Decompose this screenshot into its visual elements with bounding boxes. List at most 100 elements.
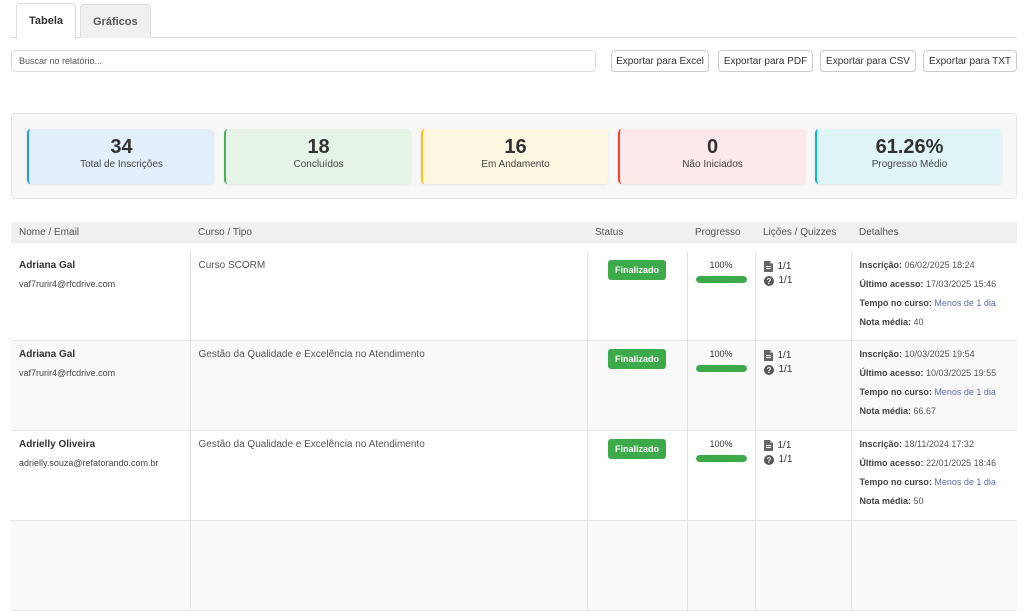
table-row: Adrielly Oliveira adrielly.souza@refatora… xyxy=(11,430,1017,521)
table-row xyxy=(11,520,1017,611)
label-last-access: Último acesso: xyxy=(859,457,924,468)
last-access: 22/01/2025 18:46 xyxy=(926,457,997,468)
stat-card-em-andamento: 16 Em Andamento xyxy=(421,129,608,184)
course-name: Gestão da Qualidade e Excelência no Aten… xyxy=(198,438,425,450)
column-header: Detalhes xyxy=(851,222,1017,252)
label-enroll: Inscrição: xyxy=(859,438,903,449)
stat-label: Progresso Médio xyxy=(871,159,948,170)
quizzes-count: 1/1 xyxy=(778,453,793,465)
question-circle-icon: ? xyxy=(763,364,774,375)
label-time: Tempo no curso: xyxy=(859,386,932,397)
stats-panel: 34 Total de Inscrições 18 Concluídos 16 Em An… xyxy=(11,113,1017,199)
label-last-access: Último acesso: xyxy=(859,278,924,289)
status-badge: Finalizado xyxy=(607,348,666,369)
quizzes-count: 1/1 xyxy=(778,274,793,286)
progress-bar-fill xyxy=(695,275,747,283)
cell-progress: 100% xyxy=(687,340,756,431)
export-csv-button[interactable]: Exportar para CSV xyxy=(820,50,916,72)
report-table: Nome / Email Curso / Tipo Status Progresso L… xyxy=(11,222,1017,611)
column-header: Curso / Tipo xyxy=(190,222,587,252)
cell-progress: 100% xyxy=(687,247,756,341)
tab-bar: Tabela Gráficos xyxy=(11,3,1017,39)
cell-status: Finalizado xyxy=(587,247,688,341)
question-circle-icon: ? xyxy=(763,275,774,286)
svg-text:?: ? xyxy=(766,366,771,375)
label-enroll: Inscrição: xyxy=(859,259,903,270)
label-grade: Nota média: xyxy=(859,316,912,327)
progress-bar xyxy=(695,275,747,283)
cell-status: Finalizado xyxy=(587,430,688,521)
export-excel-button[interactable]: Exportar para Excel xyxy=(611,50,709,72)
cell-name: Adriana Gal vaf7rurir4@rfcdrive.com xyxy=(11,340,191,431)
cell-lessons-quizzes: 1/1? 1/1 xyxy=(755,340,852,431)
student-email: adrielly.souza@refatorando.com.br xyxy=(19,457,159,468)
label-last-access: Último acesso: xyxy=(859,367,924,378)
lessons-count: 1/1 xyxy=(777,439,792,451)
cell-lessons-quizzes: 1/1? 1/1 xyxy=(755,430,852,521)
stat-value: 18 xyxy=(307,136,330,158)
progress-text: 100% xyxy=(709,348,733,359)
lessons-count: 1/1 xyxy=(777,260,792,272)
status-badge: Finalizado xyxy=(607,438,666,459)
time-in-course: Menos de 1 dia xyxy=(934,476,996,487)
progress-bar-fill xyxy=(695,364,747,372)
cell-status: Finalizado xyxy=(587,340,688,431)
time-in-course: Menos de 1 dia xyxy=(934,297,996,308)
average-grade: 40 xyxy=(913,316,924,327)
course-name: Gestão da Qualidade e Excelência no Aten… xyxy=(198,348,425,360)
quizzes-count: 1/1 xyxy=(778,363,793,375)
label-enroll: Inscrição: xyxy=(859,348,903,359)
average-grade: 66.67 xyxy=(913,405,937,416)
student-email: vaf7rurir4@rfcdrive.com xyxy=(19,278,116,289)
progress-text: 100% xyxy=(709,438,733,449)
search-input[interactable] xyxy=(11,50,596,72)
course-name: Curso SCORM xyxy=(198,259,266,271)
label-time: Tempo no curso: xyxy=(859,297,932,308)
cell-progress: 100% xyxy=(687,430,756,521)
table-row: Adriana Gal vaf7rurir4@rfcdrive.com Gestã… xyxy=(11,340,1017,431)
svg-text:?: ? xyxy=(766,277,771,286)
column-header: Lições / Quizzes xyxy=(755,222,851,252)
table-row: Adriana Gal vaf7rurir4@rfcdrive.com Curso… xyxy=(11,247,1017,341)
stat-label: Concluídos xyxy=(293,159,344,170)
column-header: Status xyxy=(587,222,687,252)
progress-text: 100% xyxy=(709,259,733,270)
cell-lessons-quizzes: 1/1? 1/1 xyxy=(755,247,852,341)
export-txt-button[interactable]: Exportar para TXT xyxy=(923,50,1017,72)
last-access: 17/03/2025 15:46 xyxy=(926,278,997,289)
stat-card-total-inscricoes: 34 Total de Inscrições xyxy=(27,129,214,184)
lessons-count: 1/1 xyxy=(777,349,792,361)
status-badge: Finalizado xyxy=(607,259,666,280)
average-grade: 50 xyxy=(913,495,924,506)
label-grade: Nota média: xyxy=(859,405,912,416)
tab-graficos[interactable]: Gráficos xyxy=(80,4,151,38)
stat-label: Não Iniciados xyxy=(682,159,743,170)
stat-card-progresso-medio: 61.26% Progresso Médio xyxy=(815,129,1002,184)
stat-value: 61.26% xyxy=(875,136,944,158)
svg-text:?: ? xyxy=(766,456,771,465)
student-name: Adriana Gal xyxy=(19,348,76,360)
cell-course: Gestão da Qualidade e Excelência no Aten… xyxy=(190,430,588,521)
student-name: Adriana Gal xyxy=(19,259,76,271)
time-in-course: Menos de 1 dia xyxy=(934,386,996,397)
stat-value: 16 xyxy=(504,136,527,158)
stat-label: Em Andamento xyxy=(481,159,550,170)
stat-value: 34 xyxy=(110,136,133,158)
document-icon xyxy=(763,440,773,451)
cell-course: Gestão da Qualidade e Excelência no Aten… xyxy=(190,340,588,431)
student-email: vaf7rurir4@rfcdrive.com xyxy=(19,367,116,378)
progress-bar xyxy=(695,454,747,462)
enroll-date: 18/11/2024 17:32 xyxy=(904,438,974,449)
last-access: 10/03/2025 19:55 xyxy=(926,367,997,378)
label-time: Tempo no curso: xyxy=(859,476,932,487)
stat-value: 0 xyxy=(706,136,719,158)
stat-card-concluidos: 18 Concluídos xyxy=(224,129,411,184)
cell-details: Inscrição: 06/02/2025 18:24 Último acess… xyxy=(851,247,1017,341)
progress-bar-fill xyxy=(695,454,747,462)
tab-tabela[interactable]: Tabela xyxy=(16,3,77,39)
stat-label: Total de Inscrições xyxy=(80,159,163,170)
column-header: Progresso xyxy=(687,222,755,252)
export-pdf-button[interactable]: Exportar para PDF xyxy=(718,50,813,72)
student-name: Adrielly Oliveira xyxy=(19,438,96,450)
cell-name: Adrielly Oliveira adrielly.souza@refatora… xyxy=(11,430,191,521)
